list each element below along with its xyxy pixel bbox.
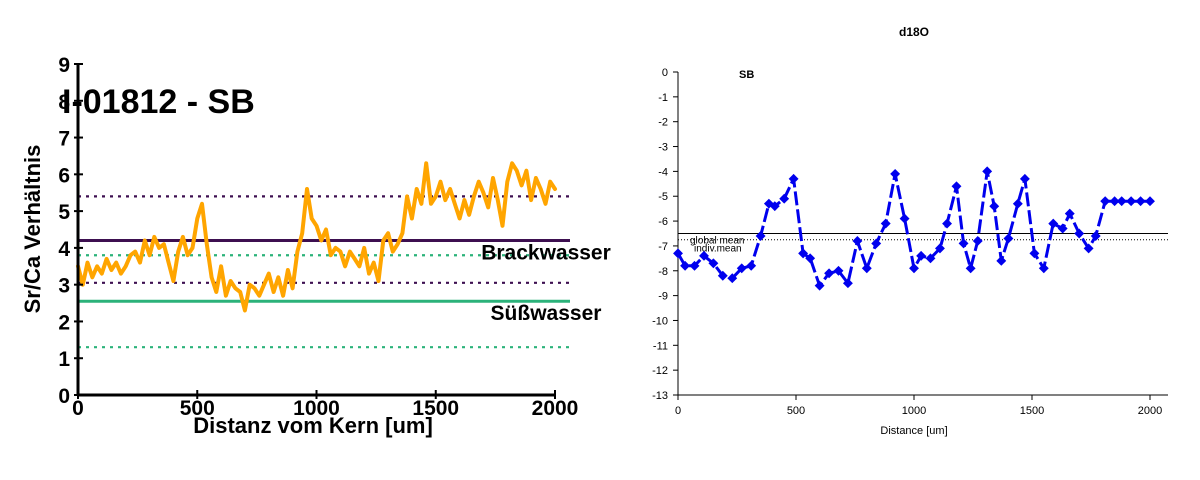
data-point [1074, 228, 1085, 239]
data-point [755, 231, 766, 241]
data-point [746, 260, 757, 271]
data-point [890, 168, 901, 179]
data-point [1100, 196, 1111, 207]
y-tick-label: 5 [58, 201, 70, 224]
y-tick-label: 2 [58, 311, 70, 334]
x-tick-label: 500 [787, 405, 805, 417]
d18o-chart: 0 -1 -2 -3 -4 -5 -6 -7 -8 -9 -10 -11 -12 -13 0 500 1000 1… [652, 25, 1168, 437]
y-tick-label: 8 [58, 91, 70, 114]
data-point [1109, 196, 1120, 207]
y-tick-label: -3 [658, 142, 668, 154]
y-tick-label: -4 [658, 166, 668, 178]
x-axis-title: Distance [um] [880, 425, 947, 437]
data-point [833, 265, 844, 276]
y-tick-label: 7 [58, 128, 70, 151]
reference-label-1: indiv.mean [694, 244, 742, 255]
reference-label-3: Süßwasser [491, 302, 602, 325]
x-tick-label: 1500 [412, 397, 459, 420]
data-point [972, 236, 983, 246]
y-tick-label: -10 [652, 315, 668, 327]
y-tick-label: -1 [658, 92, 668, 104]
data-point [909, 263, 919, 274]
data-point [852, 235, 863, 246]
y-tick-label: -12 [652, 365, 668, 377]
data-point [842, 278, 853, 289]
chart-title: I-01812 - SB [62, 83, 255, 121]
data-point [880, 218, 891, 229]
data-point [1135, 196, 1146, 207]
y-tick-label: -2 [658, 117, 668, 129]
data-point [925, 253, 936, 264]
data-point [951, 181, 962, 192]
y-tick-label: 6 [58, 164, 70, 187]
data-point [689, 260, 700, 271]
data-point [1126, 196, 1137, 207]
data-point [1038, 263, 1049, 274]
data-point [996, 255, 1007, 266]
data-point [1003, 233, 1014, 244]
data-point [1019, 173, 1030, 184]
y-tick-label: 4 [58, 238, 70, 261]
y-tick-label: -13 [652, 390, 668, 402]
data-point [982, 166, 993, 177]
data-point [680, 260, 691, 271]
x-tick-label: 0 [72, 397, 84, 420]
data-point [1064, 208, 1075, 219]
data-point [798, 248, 809, 259]
data-point [717, 270, 728, 281]
data-point [779, 193, 790, 204]
data-point [1048, 218, 1059, 229]
y-tick-label: 0 [58, 385, 70, 408]
y-tick-label: 9 [58, 54, 70, 77]
reference-label-0: Brackwasser [481, 242, 611, 265]
data-point [861, 263, 872, 274]
data-point [965, 263, 976, 274]
data-point [942, 218, 953, 229]
y-tick-label: 1 [58, 348, 70, 371]
y-tick-label: -11 [653, 340, 668, 352]
x-tick-label: 1000 [293, 397, 340, 420]
x-tick-label: 2000 [1138, 405, 1162, 417]
chart-title: d18O [899, 25, 929, 39]
y-tick-label: 3 [58, 275, 70, 298]
reference-label-0: global mean [690, 236, 744, 247]
data-point [814, 280, 825, 291]
y-tick-label: -9 [658, 291, 668, 303]
legend-label: SB [739, 69, 754, 81]
x-tick-label: 500 [180, 397, 215, 420]
data-point [989, 201, 1000, 212]
data-point [788, 173, 799, 184]
data-point [899, 213, 910, 224]
x-tick-label: 1000 [902, 405, 926, 417]
x-tick-label: 2000 [532, 397, 579, 420]
x-tick-label: 0 [675, 405, 681, 417]
data-point [1090, 231, 1101, 241]
data-point [1145, 196, 1155, 207]
y-tick-label: -8 [658, 266, 668, 278]
y-tick-label: -6 [658, 216, 668, 228]
srca-chart: Brackwasser Süßwasser 0 1 2 3 4 5 6 7 8 9 0 500 1000 15… [20, 54, 611, 438]
data-point [1116, 196, 1127, 207]
y-tick-label: 0 [662, 67, 668, 79]
y-tick-label: -5 [658, 191, 668, 203]
y-tick-label: -7 [658, 241, 668, 253]
series-line-srca [76, 161, 557, 313]
x-axis-title: Distanz vom Kern [um] [193, 413, 433, 438]
y-axis-title: Sr/Ca Verhältnis [20, 145, 45, 314]
data-point [1012, 198, 1023, 209]
x-tick-label: 1500 [1020, 405, 1044, 417]
